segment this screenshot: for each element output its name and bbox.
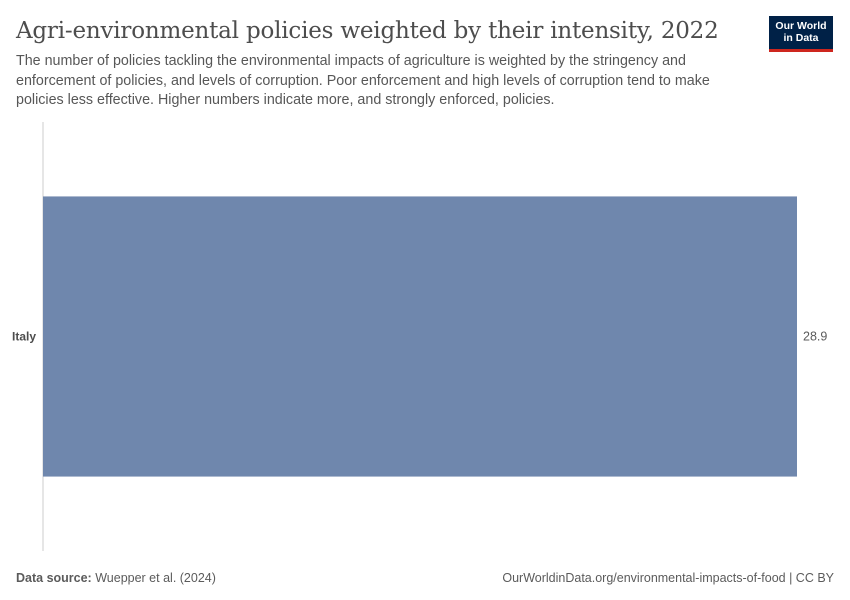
value-label: 28.9: [803, 330, 827, 344]
chart-marks: Italy 28.9: [12, 122, 827, 551]
data-source-label: Data source:: [16, 571, 92, 585]
data-source-text[interactable]: Wuepper et al. (2024): [95, 571, 216, 585]
logo-line-1: Our World: [775, 20, 827, 32]
logo-line-2: in Data: [783, 32, 819, 44]
footer-credit[interactable]: OurWorldinData.org/environmental-impacts…: [502, 571, 834, 585]
data-source: Data source: Wuepper et al. (2024): [16, 570, 216, 586]
owid-logo[interactable]: Our World in Data: [769, 16, 833, 52]
category-label: Italy: [12, 330, 36, 344]
chart-subtitle: The number of policies tackling the envi…: [16, 53, 710, 108]
bar-italy[interactable]: [43, 196, 797, 477]
chart-title: Agri-environmental policies weighted by …: [16, 18, 719, 44]
